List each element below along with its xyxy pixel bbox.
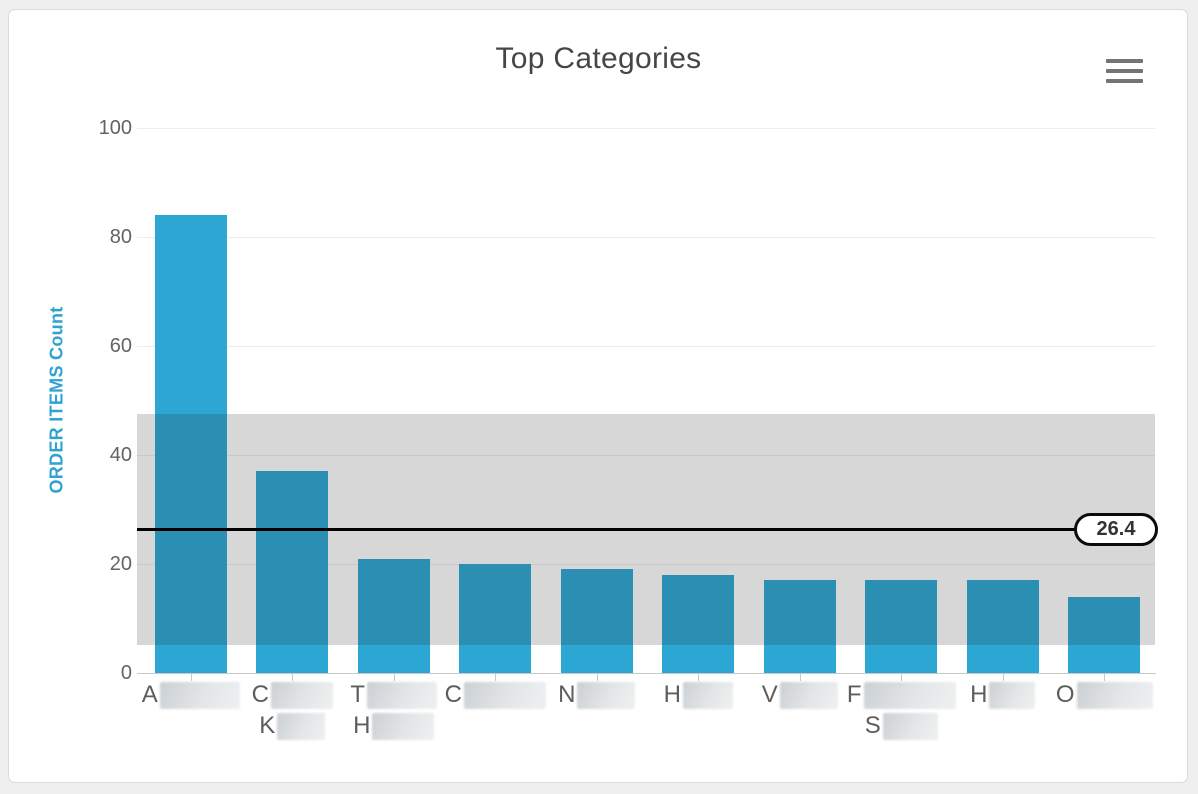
y-axis-tick-label: 100 xyxy=(98,117,132,139)
bar[interactable] xyxy=(357,558,430,673)
redaction-box xyxy=(1076,682,1153,709)
bar[interactable] xyxy=(560,569,633,673)
x-axis-label-text: H xyxy=(663,681,681,708)
x-axis-label: H xyxy=(938,679,1068,710)
gridline xyxy=(137,563,1155,565)
x-axis-label: V xyxy=(735,679,865,710)
bar[interactable] xyxy=(865,580,938,673)
bar[interactable] xyxy=(459,564,532,673)
chart-title: Top Categories xyxy=(495,42,702,75)
x-axis-tick xyxy=(596,674,598,681)
x-axis-label-text: K xyxy=(259,712,276,739)
bar[interactable] xyxy=(1068,596,1141,673)
bar[interactable] xyxy=(256,471,329,673)
redaction-box xyxy=(463,682,546,709)
x-axis-label: A xyxy=(126,679,256,710)
redaction-box xyxy=(159,682,240,709)
gridline xyxy=(137,236,1155,238)
x-axis-label-text: N xyxy=(558,681,576,708)
redaction-box xyxy=(367,682,438,709)
redaction-box xyxy=(863,682,956,709)
mean-value-label: 26.4 xyxy=(1074,512,1158,546)
x-axis-tick xyxy=(1104,674,1106,681)
x-axis-label-text: O xyxy=(1055,681,1075,708)
redaction-box xyxy=(989,682,1036,709)
gridline xyxy=(137,454,1155,456)
x-axis-tick xyxy=(1002,674,1004,681)
x-axis-tick xyxy=(393,674,395,681)
y-axis-tick-label: 40 xyxy=(109,444,132,466)
x-axis-label: H xyxy=(634,679,764,710)
x-axis-tick xyxy=(190,674,192,681)
redaction-box xyxy=(882,713,938,740)
chart-context-menu-button[interactable] xyxy=(1100,56,1148,92)
redaction-box xyxy=(277,713,326,740)
hamburger-icon xyxy=(1105,59,1143,83)
x-axis-label-text: H xyxy=(970,681,988,708)
x-axis-label: O xyxy=(1040,679,1170,710)
redaction-box xyxy=(682,682,733,709)
gridline xyxy=(137,127,1155,129)
y-axis-tick-label: 80 xyxy=(109,226,132,248)
x-axis-label: C xyxy=(431,679,561,710)
x-axis-label-text: S xyxy=(864,712,881,739)
y-axis-tick-label: 0 xyxy=(120,662,132,684)
x-axis-tick xyxy=(799,674,801,681)
redaction-box xyxy=(577,682,636,709)
x-axis-label: N xyxy=(532,679,662,710)
mean-line xyxy=(137,527,1155,531)
x-axis-label-text: T xyxy=(350,681,366,708)
x-axis-tick xyxy=(901,674,903,681)
y-axis-tick-label: 20 xyxy=(109,553,132,575)
x-axis-label-text: H xyxy=(353,712,371,739)
x-axis-tick xyxy=(495,674,497,681)
y-axis-tick-label: 60 xyxy=(109,335,132,357)
x-axis-label-text: C xyxy=(444,681,462,708)
bar[interactable] xyxy=(662,574,735,673)
x-axis-tick xyxy=(698,674,700,681)
bar[interactable] xyxy=(966,580,1039,673)
bar[interactable] xyxy=(763,580,836,673)
bar[interactable] xyxy=(154,215,227,673)
x-axis-label-text: V xyxy=(761,681,778,708)
x-axis-label-text: A xyxy=(141,681,158,708)
x-axis-label-text: F xyxy=(846,681,862,708)
x-axis-line xyxy=(137,673,1156,674)
x-axis-tick xyxy=(292,674,294,681)
plot-area: 26.4 xyxy=(137,127,1158,673)
gridline xyxy=(137,345,1155,347)
redaction-box xyxy=(372,713,435,740)
redaction-box xyxy=(270,682,333,709)
x-axis-label-text: C xyxy=(251,681,269,708)
redaction-box xyxy=(779,682,838,709)
